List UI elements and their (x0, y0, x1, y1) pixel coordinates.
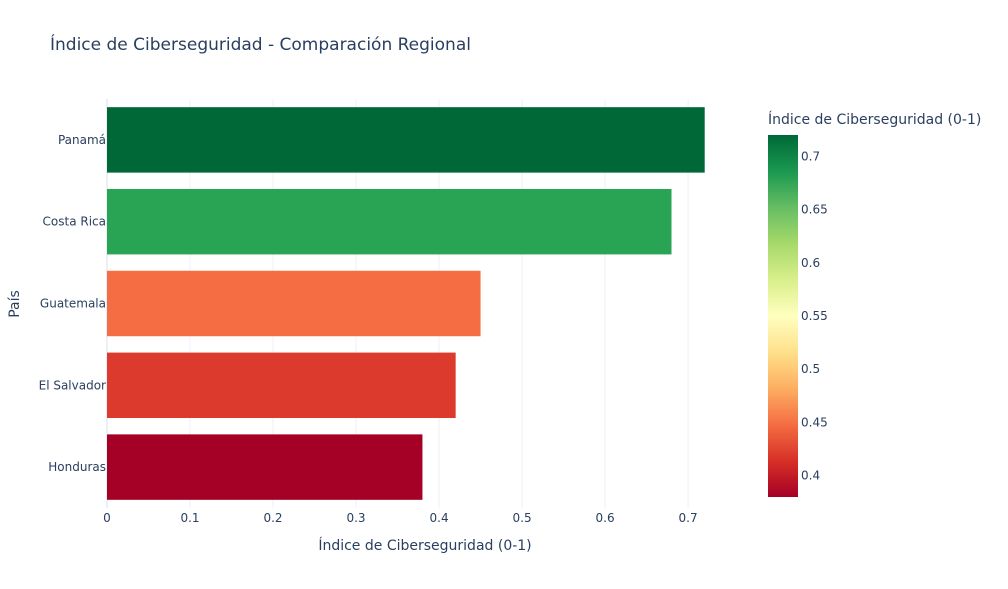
x-tick-label: 0.3 (346, 511, 365, 525)
x-tick-label: 0.7 (679, 511, 698, 525)
colorbar (768, 135, 798, 497)
chart-title: Índice de Ciberseguridad - Comparación R… (50, 33, 471, 55)
x-tick-label: 0.6 (596, 511, 615, 525)
x-tick-label: 0.4 (430, 511, 449, 525)
x-axis-title: Índice de Ciberseguridad (0-1) (318, 537, 531, 554)
y-tick-label: Honduras (48, 460, 106, 474)
colorbar-title: Índice de Ciberseguridad (0-1) (768, 111, 981, 128)
colorbar-tick-label: 0.6 (801, 256, 820, 270)
y-tick-label: El Salvador (39, 378, 106, 392)
colorbar-ticks: 0.4 0.45 0.5 0.55 0.6 0.65 0.7 (801, 149, 828, 483)
colorbar-tick-label: 0.65 (801, 203, 828, 217)
x-tick-label: 0.1 (180, 511, 199, 525)
bars (107, 107, 705, 500)
x-axis-ticks: 0 0.1 0.2 0.3 0.4 0.5 0.6 0.7 (103, 511, 697, 525)
bar[interactable] (107, 352, 456, 419)
bar[interactable] (107, 107, 705, 173)
y-tick-label: Panamá (58, 133, 106, 147)
colorbar-tick-label: 0.4 (801, 469, 820, 483)
x-tick-label: 0 (103, 511, 111, 525)
bar[interactable] (107, 434, 423, 500)
x-tick-label: 0.2 (263, 511, 282, 525)
x-tick-label: 0.5 (513, 511, 532, 525)
bar[interactable] (107, 188, 672, 255)
colorbar-tick-label: 0.45 (801, 415, 828, 429)
bar[interactable] (107, 270, 481, 337)
y-axis-ticks: Panamá Costa Rica Guatemala El Salvador Hond… (39, 133, 106, 474)
colorbar-tick-label: 0.55 (801, 309, 828, 323)
y-axis-title: País (7, 290, 23, 318)
y-tick-label: Guatemala (40, 297, 106, 311)
colorbar-tick-label: 0.5 (801, 362, 820, 376)
y-tick-label: Costa Rica (43, 215, 106, 229)
colorbar-tick-label: 0.7 (801, 149, 820, 163)
